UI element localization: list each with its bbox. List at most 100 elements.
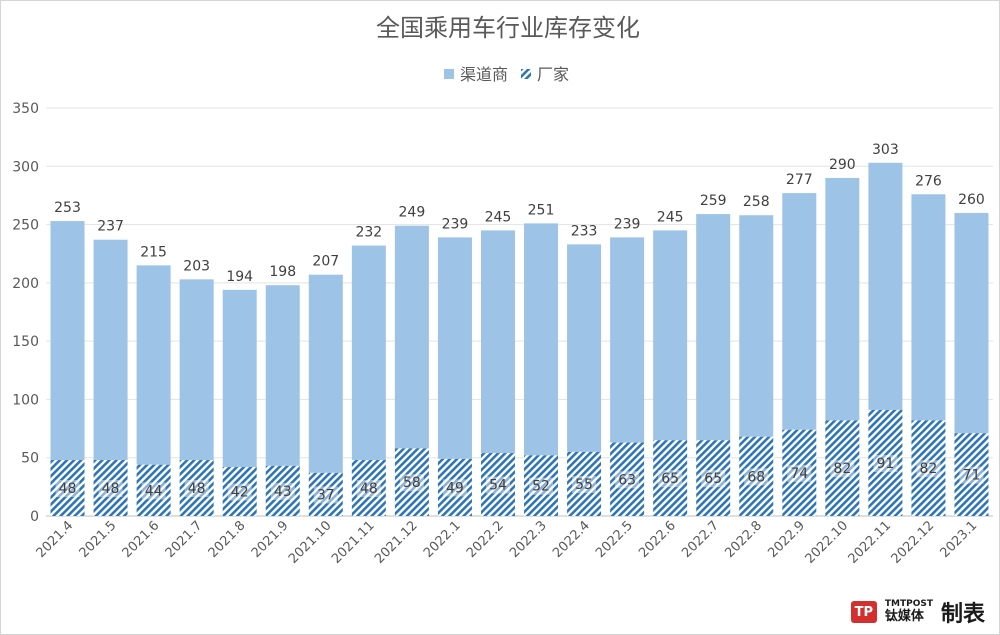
bar-label-backdrop: [356, 480, 381, 498]
bar-channel: [739, 215, 774, 437]
bar-channel: [524, 223, 559, 456]
bar-manufacturer-label: 44: [145, 483, 163, 499]
bar-label-backdrop: [830, 460, 855, 478]
bar-channel: [868, 162, 903, 410]
bar-manufacturer: [911, 420, 946, 516]
watermark-brand-sub: TMTPOST: [884, 599, 933, 610]
bar-label-backdrop: [270, 482, 295, 500]
x-axis-labels: 2021.4 2021.5 2021.6 2021.7 2021.8 2021.92021…: [34, 518, 981, 567]
bar-manufacturer-label: 74: [790, 466, 808, 482]
bar-manufacturer-label: 48: [360, 481, 378, 497]
bar-label-backdrop: [98, 480, 123, 498]
bar-channel: [480, 230, 515, 454]
bar-channel: [782, 193, 817, 430]
chart-legend: 渠道商 厂家: [444, 65, 569, 84]
y-axis-ticks: 0 50 100 150 200 250 300 350: [12, 101, 39, 525]
bar-total-label: 245: [657, 209, 684, 225]
y-tick-label: 300: [12, 159, 39, 175]
bar-channel: [222, 289, 257, 468]
bar-manufacturer-label: 82: [833, 461, 851, 477]
bar-manufacturer-label: 82: [920, 461, 938, 477]
bar-channel: [610, 237, 645, 443]
x-tick-label: 2021.8: [206, 518, 249, 561]
bar-total-label: 251: [528, 202, 555, 218]
legend-swatch-manufacturer: [521, 69, 531, 79]
bar-manufacturer-label: 55: [575, 477, 593, 493]
bar-label-backdrop: [399, 474, 424, 492]
bar-manufacturer: [179, 460, 214, 516]
bar-manufacturer: [394, 448, 429, 516]
bar-total-label: 215: [140, 244, 167, 260]
bar-manufacturer: [954, 433, 989, 516]
bar-label-backdrop: [744, 468, 769, 486]
bar-manufacturer-label: 48: [102, 481, 120, 497]
bar-total-label: 239: [442, 216, 469, 232]
bar-total-label: 194: [226, 269, 253, 285]
bar-manufacturer: [567, 451, 602, 516]
bar-channel: [825, 177, 860, 421]
x-tick-label: 2021.11: [329, 518, 378, 567]
bar-manufacturer-label: 65: [704, 471, 722, 487]
bar-channel: [308, 274, 343, 473]
bar-manufacturer-label: 43: [274, 484, 292, 500]
bar-label-backdrop: [658, 470, 683, 488]
bar-manufacturer-label: 52: [532, 479, 550, 495]
bar-manufacturer: [524, 455, 559, 516]
x-tick-label: 2022.3: [507, 518, 550, 561]
bar-label-backdrop: [227, 483, 252, 501]
y-tick-label: 0: [30, 509, 39, 525]
bar-label-backdrop: [787, 464, 812, 482]
bar-label-backdrop: [55, 480, 80, 498]
bar-manufacturer-label: 48: [59, 481, 77, 497]
bar-total-label: 249: [399, 205, 426, 221]
bar-manufacturer: [437, 458, 472, 516]
bar-manufacturer: [222, 467, 257, 516]
bar-channel: [437, 237, 472, 459]
y-tick-label: 150: [12, 334, 39, 350]
x-tick-label: 2021.7: [163, 518, 206, 561]
bar-manufacturer-label: 63: [618, 472, 636, 488]
x-tick-label: 2021.10: [286, 518, 335, 567]
bar-total-label: 233: [571, 223, 598, 239]
x-tick-label: 2022.2: [464, 518, 507, 561]
bar-label-backdrop: [485, 476, 510, 494]
bar-total-label: 259: [700, 193, 727, 209]
bar-label-backdrop: [141, 482, 166, 500]
bar-manufacturer: [610, 442, 645, 516]
legend-label-manufacturer: 厂家: [537, 65, 569, 84]
bar-channel: [653, 230, 688, 441]
bar-manufacturer-label: 71: [963, 468, 981, 484]
x-tick-label: 2021.9: [249, 518, 292, 561]
bar-total-label: 237: [97, 219, 124, 235]
bar-manufacturer: [93, 460, 128, 516]
bar-channel: [696, 214, 731, 441]
bar-label-backdrop: [959, 466, 984, 484]
watermark-brand-name: 钛媒体: [884, 608, 924, 624]
bar-label-backdrop: [529, 477, 554, 495]
bar-manufacturer-label: 42: [231, 485, 249, 501]
y-tick-label: 250: [12, 218, 39, 234]
bar-manufacturer-label: 37: [317, 487, 335, 503]
bar-manufacturer: [136, 464, 171, 516]
watermark-brand: TMTPOST 钛媒体: [884, 599, 933, 624]
bar-manufacturer: [265, 465, 300, 516]
bar-total-label: 260: [958, 192, 985, 208]
bar-manufacturer-label: 49: [446, 480, 464, 496]
y-tick-label: 50: [21, 451, 39, 467]
bar-total-label: 245: [485, 209, 512, 225]
chart-title: 全国乘用车行业库存变化: [376, 14, 640, 42]
x-tick-label: 2022.4: [550, 518, 593, 561]
bar-channel: [911, 194, 946, 421]
x-tick-label: 2022.12: [889, 518, 938, 567]
x-tick-label: 2022.5: [593, 518, 636, 561]
x-tick-label: 2021.6: [120, 518, 163, 561]
bar-total-label: 258: [743, 194, 770, 210]
watermark-made-label: 制表: [940, 602, 985, 627]
bar-total-label: 232: [355, 225, 382, 241]
bar-total-label: 303: [872, 142, 899, 158]
x-tick-label: 2022.8: [722, 518, 765, 561]
x-tick-label: 2022.9: [765, 518, 808, 561]
bar-channel: [50, 221, 85, 461]
bar-total-label: 290: [829, 157, 856, 173]
